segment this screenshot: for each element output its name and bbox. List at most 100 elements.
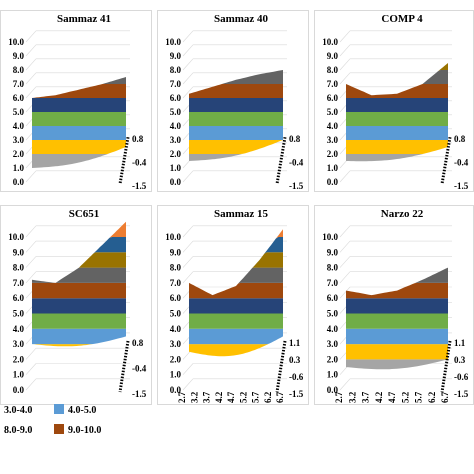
gridline [182, 271, 194, 284]
y-tick-label: -0.4 [132, 364, 147, 374]
gridline [182, 225, 194, 238]
surface-band [346, 359, 448, 370]
surface-band [32, 126, 126, 140]
depth-axis [118, 136, 130, 185]
surface-band [32, 98, 126, 112]
gridline [339, 44, 351, 57]
z-tick-label: 0.0 [170, 177, 182, 187]
surface-band [32, 267, 126, 283]
y-tick-label: 0.8 [454, 134, 466, 144]
z-tick-label: 10.0 [322, 37, 338, 47]
surface-band [346, 98, 448, 112]
gridline [339, 72, 351, 85]
surface-band [346, 298, 448, 314]
x-tick-label: 6.2 [427, 391, 437, 403]
x-tick-label: 5.7 [251, 391, 261, 403]
z-tick-label: 4.0 [327, 324, 339, 334]
gridline [25, 256, 37, 268]
surface-band [189, 140, 283, 161]
z-tick-label: 0.0 [170, 385, 182, 395]
chart-panel: Sammaz 40 0.0 1.0 2.0 3.0 4.0 5.0 6.0 7.0 8.0 9.0 1… [157, 10, 309, 192]
z-tick-label: 8.0 [327, 263, 339, 273]
y-tick-label: -0.4 [132, 158, 147, 168]
y-tick-label: -1.5 [289, 181, 304, 191]
surface-band [32, 252, 126, 283]
z-tick-label: 3.0 [13, 339, 25, 349]
x-tick-label: 3.7 [202, 391, 212, 403]
surface-band [189, 336, 283, 357]
z-tick-label: 8.0 [13, 263, 25, 273]
x-tick-label: 6.7 [440, 391, 450, 403]
z-tick-label: 5.0 [327, 309, 339, 319]
chart-title: SC651 [69, 208, 100, 220]
y-tick-label: 0.8 [132, 338, 144, 348]
z-tick-label: 6.0 [170, 93, 182, 103]
z-tick-label: 3.0 [170, 339, 182, 349]
surface-band [189, 252, 283, 296]
legend-label: 4.0-5.0 [68, 405, 96, 416]
z-tick-label: 2.0 [327, 149, 339, 159]
z-tick-label: 8.0 [170, 263, 182, 273]
z-tick-label: 2.0 [327, 354, 339, 364]
surface-band [189, 112, 283, 126]
gridline [25, 378, 37, 391]
chart-panel: Sammaz 41 0.0 1.0 2.0 3.0 4.0 5.0 6.0 7.0 8.0 9.0 1… [0, 10, 152, 192]
surface-band [346, 112, 448, 126]
z-tick-label: 10.0 [165, 37, 181, 47]
surface-band [189, 328, 283, 345]
y-tick-label: 0.3 [454, 355, 466, 365]
x-tick-label: 4.7 [226, 391, 236, 403]
gridline [25, 44, 37, 57]
surface-band [32, 84, 126, 98]
z-tick-label: 8.0 [13, 65, 25, 75]
gridline [339, 225, 351, 238]
chart-title: COMP 4 [381, 13, 423, 25]
gridline [182, 170, 194, 183]
z-tick-label: 5.0 [13, 107, 25, 117]
x-tick-label: 3.2 [347, 391, 357, 403]
gridline [339, 256, 351, 268]
panel-frame [0, 205, 152, 405]
gridline [182, 86, 194, 99]
z-tick-label: 3.0 [327, 339, 339, 349]
z-tick-label: 5.0 [327, 107, 339, 117]
surface-band [189, 126, 283, 140]
y-tick-label: 0.3 [289, 355, 301, 365]
legend-label: 8.0-9.0 [4, 425, 32, 436]
z-tick-label: 8.0 [170, 65, 182, 75]
gridline [25, 30, 37, 43]
chart-panel: SC651 0.0 1.0 2.0 3.0 4.0 5.0 6.0 7.0 8.0 9.0 10.0 0… [0, 205, 152, 405]
y-tick-label: -1.5 [454, 181, 469, 191]
z-tick-label: 6.0 [13, 293, 25, 303]
gridline [339, 378, 351, 391]
surface-band [32, 298, 126, 314]
surface-band [346, 267, 448, 296]
gridline [182, 363, 194, 375]
x-tick-label: 2.7 [177, 391, 187, 403]
legend-swatch [54, 404, 64, 414]
gridline [182, 256, 194, 268]
panel-frame [157, 10, 309, 192]
chart-panel: Sammaz 15 0.0 1.0 2.0 3.0 4.0 5.0 6.0 7.0 8.0 9.0 1… [157, 205, 309, 405]
x-tick-label: 6.7 [275, 391, 285, 403]
z-tick-label: 4.0 [170, 121, 182, 131]
gridline [25, 240, 37, 253]
surface-band [189, 267, 283, 296]
surface-band [346, 147, 448, 162]
z-tick-label: 8.0 [327, 65, 339, 75]
gridline [25, 271, 37, 284]
gridline [339, 286, 351, 299]
y-tick-label: -1.5 [132, 181, 147, 191]
gridline [339, 170, 351, 183]
z-tick-label: 5.0 [170, 107, 182, 117]
z-tick-label: 7.0 [327, 79, 339, 89]
surface-band [346, 282, 448, 299]
z-tick-label: 7.0 [13, 79, 25, 89]
z-tick-label: 0.0 [13, 177, 25, 187]
z-tick-label: 3.0 [327, 135, 339, 145]
gridline [25, 170, 37, 183]
gridline [182, 72, 194, 85]
surface-band [189, 140, 283, 154]
surface-band [32, 336, 126, 347]
